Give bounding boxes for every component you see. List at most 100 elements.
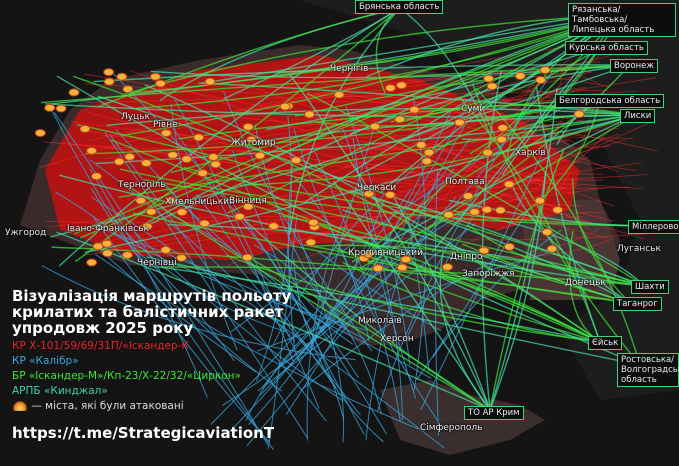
flight-route: [178, 99, 601, 140]
flight-route: [352, 137, 417, 399]
explosion-icon: [68, 88, 80, 97]
explosion-icon: [113, 157, 125, 166]
explosion-icon: [141, 222, 153, 231]
explosion-icon: [279, 102, 291, 111]
explosion-icon: [307, 218, 319, 227]
flight-route: [98, 7, 401, 108]
explosion-icon: [193, 133, 205, 142]
launch-area-label: Лиски: [620, 109, 656, 123]
flight-route: [432, 229, 562, 358]
explosion-icon: [384, 190, 396, 199]
launch-area-label: Курська область: [565, 41, 648, 55]
explosion-icon: [242, 122, 254, 131]
legend-kinzhal: АРПБ «Кинджал»: [12, 385, 108, 397]
explosion-icon: [165, 196, 177, 205]
flight-route: [146, 256, 641, 366]
city-label: Черкаси: [357, 183, 397, 193]
flight-route: [511, 184, 631, 304]
city-label: Ужгород: [5, 228, 47, 238]
explosion-icon: [103, 77, 115, 86]
explosion-icon: [199, 219, 211, 228]
flight-route: [41, 265, 356, 361]
city-label: Чернігів: [330, 64, 369, 74]
city-label: Донецьк: [565, 278, 606, 288]
explosion-icon: [176, 208, 188, 217]
explosion-icon: [12, 401, 28, 411]
legend-cruise-kh101: КР Х-101/59/69/31П/«Іскандер-К: [12, 340, 189, 352]
flight-route: [48, 179, 603, 228]
explosion-icon: [362, 250, 374, 259]
flight-route: [149, 265, 601, 343]
explosion-icon: [384, 83, 396, 92]
flight-route: [136, 14, 621, 109]
explosion-icon: [86, 258, 98, 267]
city-label: Вінниця: [229, 196, 267, 206]
flight-route: [267, 214, 298, 449]
telegram-link[interactable]: https://t.me/StrategicaviationT: [12, 424, 275, 442]
flight-route: [90, 187, 283, 392]
flight-route: [239, 114, 636, 187]
flight-route: [40, 64, 631, 104]
explosion-icon: [121, 251, 133, 260]
explosion-icon: [441, 262, 453, 271]
flight-route: [467, 224, 646, 287]
launch-area-label: Єйськ: [588, 336, 623, 350]
explosion-icon: [503, 242, 515, 251]
explosion-icon: [481, 205, 493, 214]
flight-route: [246, 196, 457, 446]
city-label: Миколаїв: [358, 316, 402, 326]
flight-route: [257, 223, 476, 392]
city-label: Херсон: [380, 334, 414, 344]
explosion-icon: [204, 77, 216, 86]
explosion-icon: [372, 264, 384, 273]
flight-route: [245, 255, 406, 421]
launch-area-label: Ростовська/ Волгоградська область: [617, 353, 679, 387]
flight-route: [416, 207, 530, 380]
explosion-icon: [423, 148, 435, 157]
city-label: Хмельницький: [165, 197, 235, 207]
launch-area-label: Белгородська область: [555, 94, 665, 108]
explosion-icon: [122, 85, 134, 94]
crimea: [380, 380, 545, 455]
explosion-icon: [396, 263, 408, 272]
explosion-icon: [454, 118, 466, 127]
launch-area-label: Міллерово: [628, 220, 679, 234]
launch-area-label: Таганрог: [613, 297, 662, 311]
flight-route: [49, 106, 275, 451]
flight-route: [115, 220, 288, 333]
title-line: Візуалізація маршрутів польоту: [12, 287, 292, 305]
flight-route: [489, 88, 558, 411]
city-label: Житомир: [231, 138, 276, 148]
launch-area-label: Воронеж: [610, 59, 659, 73]
flight-route: [53, 112, 269, 446]
flight-route: [225, 197, 601, 343]
flight-route: [137, 14, 621, 229]
flight-route: [294, 176, 370, 342]
city-label: Луцьк: [121, 112, 150, 122]
flight-route: [73, 14, 621, 235]
flight-route: [133, 212, 631, 304]
flight-route: [265, 47, 601, 131]
flight-route: [226, 254, 601, 343]
flight-route: [259, 168, 455, 396]
flight-route: [281, 215, 631, 304]
flight-route: [94, 253, 419, 430]
launch-area-label: Шахти: [631, 280, 669, 294]
city-label: Суми: [461, 104, 486, 114]
flight-route: [519, 88, 585, 139]
flight-route: [303, 244, 601, 343]
launch-area-label: ТО АР Крим: [464, 406, 524, 420]
legend-kalibr: КР «Калібр»: [12, 355, 79, 367]
flight-route: [489, 149, 565, 411]
explosion-icon: [254, 151, 266, 160]
explosion-icon: [541, 228, 553, 237]
explosion-icon: [462, 192, 474, 201]
flight-route: [45, 103, 636, 118]
flight-route: [119, 168, 651, 227]
explosion-icon: [145, 207, 157, 216]
flight-route: [91, 196, 445, 449]
city-label: Дніпро: [450, 252, 483, 262]
explosion-icon: [140, 159, 152, 168]
flight-route: [461, 114, 636, 141]
